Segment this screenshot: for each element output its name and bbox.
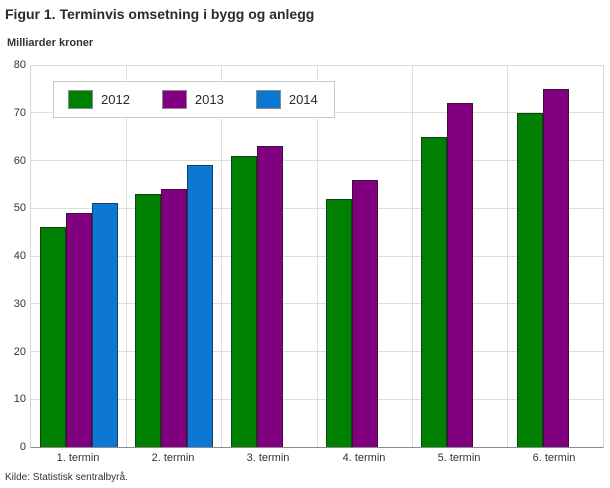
y-tick-label-40: 40 [13, 250, 26, 262]
gridline-x-2 [221, 65, 223, 447]
legend-swatch-2014 [255, 90, 281, 109]
bar-2013-2 [161, 189, 187, 447]
x-tick-label-3: 3. termin [246, 452, 290, 464]
legend-swatch-2013 [161, 90, 187, 109]
bar-2012-1 [40, 227, 66, 447]
x-tick-label-1: 1. termin [56, 452, 100, 464]
bar-2013-4 [352, 180, 378, 447]
legend-item-2013: 2013 [161, 90, 224, 109]
bar-2013-1 [66, 213, 92, 447]
legend: 2012 2013 2014 [53, 81, 335, 118]
y-tick-label-60: 60 [13, 155, 26, 167]
bar-2013-5 [447, 103, 473, 447]
bar-2014-2 [187, 165, 213, 447]
plot-area [30, 64, 604, 448]
bar-2013-3 [257, 146, 283, 447]
bar-2012-2 [135, 194, 161, 447]
y-tick-label-50: 50 [13, 202, 26, 214]
y-axis-unit-label: Milliarder kroner [7, 37, 94, 49]
gridline-x-3 [316, 65, 318, 447]
bar-2012-5 [421, 137, 447, 447]
bar-2012-4 [326, 199, 352, 447]
y-tick-label-70: 70 [13, 107, 26, 119]
legend-item-2014: 2014 [255, 90, 318, 109]
gridline-x-4 [411, 65, 413, 447]
chart-title: Figur 1. Terminvis omsetning i bygg og a… [5, 6, 315, 22]
bar-2012-6 [517, 113, 543, 447]
x-tick-label-4: 4. termin [342, 452, 386, 464]
source-caption: Kilde: Statistisk sentralbyrå. [5, 472, 128, 483]
gridline-x-1 [125, 65, 127, 447]
legend-item-2012: 2012 [68, 90, 130, 109]
x-tick-label-6: 6. termin [532, 452, 576, 464]
y-tick-label-80: 80 [13, 59, 26, 71]
bar-2014-1 [92, 203, 118, 447]
legend-swatch-2012 [68, 90, 93, 109]
legend-label-2012: 2012 [101, 92, 130, 107]
x-tick-label-5: 5. termin [437, 452, 481, 464]
legend-label-2013: 2013 [194, 92, 224, 107]
y-tick-label-0: 0 [19, 441, 26, 453]
bar-2013-6 [543, 89, 569, 447]
y-tick-label-30: 30 [13, 298, 26, 310]
x-tick-label-2: 2. termin [151, 452, 195, 464]
y-tick-label-20: 20 [13, 346, 26, 358]
gridline-x-5 [507, 65, 509, 447]
y-tick-label-10: 10 [13, 393, 26, 405]
legend-label-2014: 2014 [288, 92, 318, 107]
bar-2012-3 [231, 156, 257, 447]
